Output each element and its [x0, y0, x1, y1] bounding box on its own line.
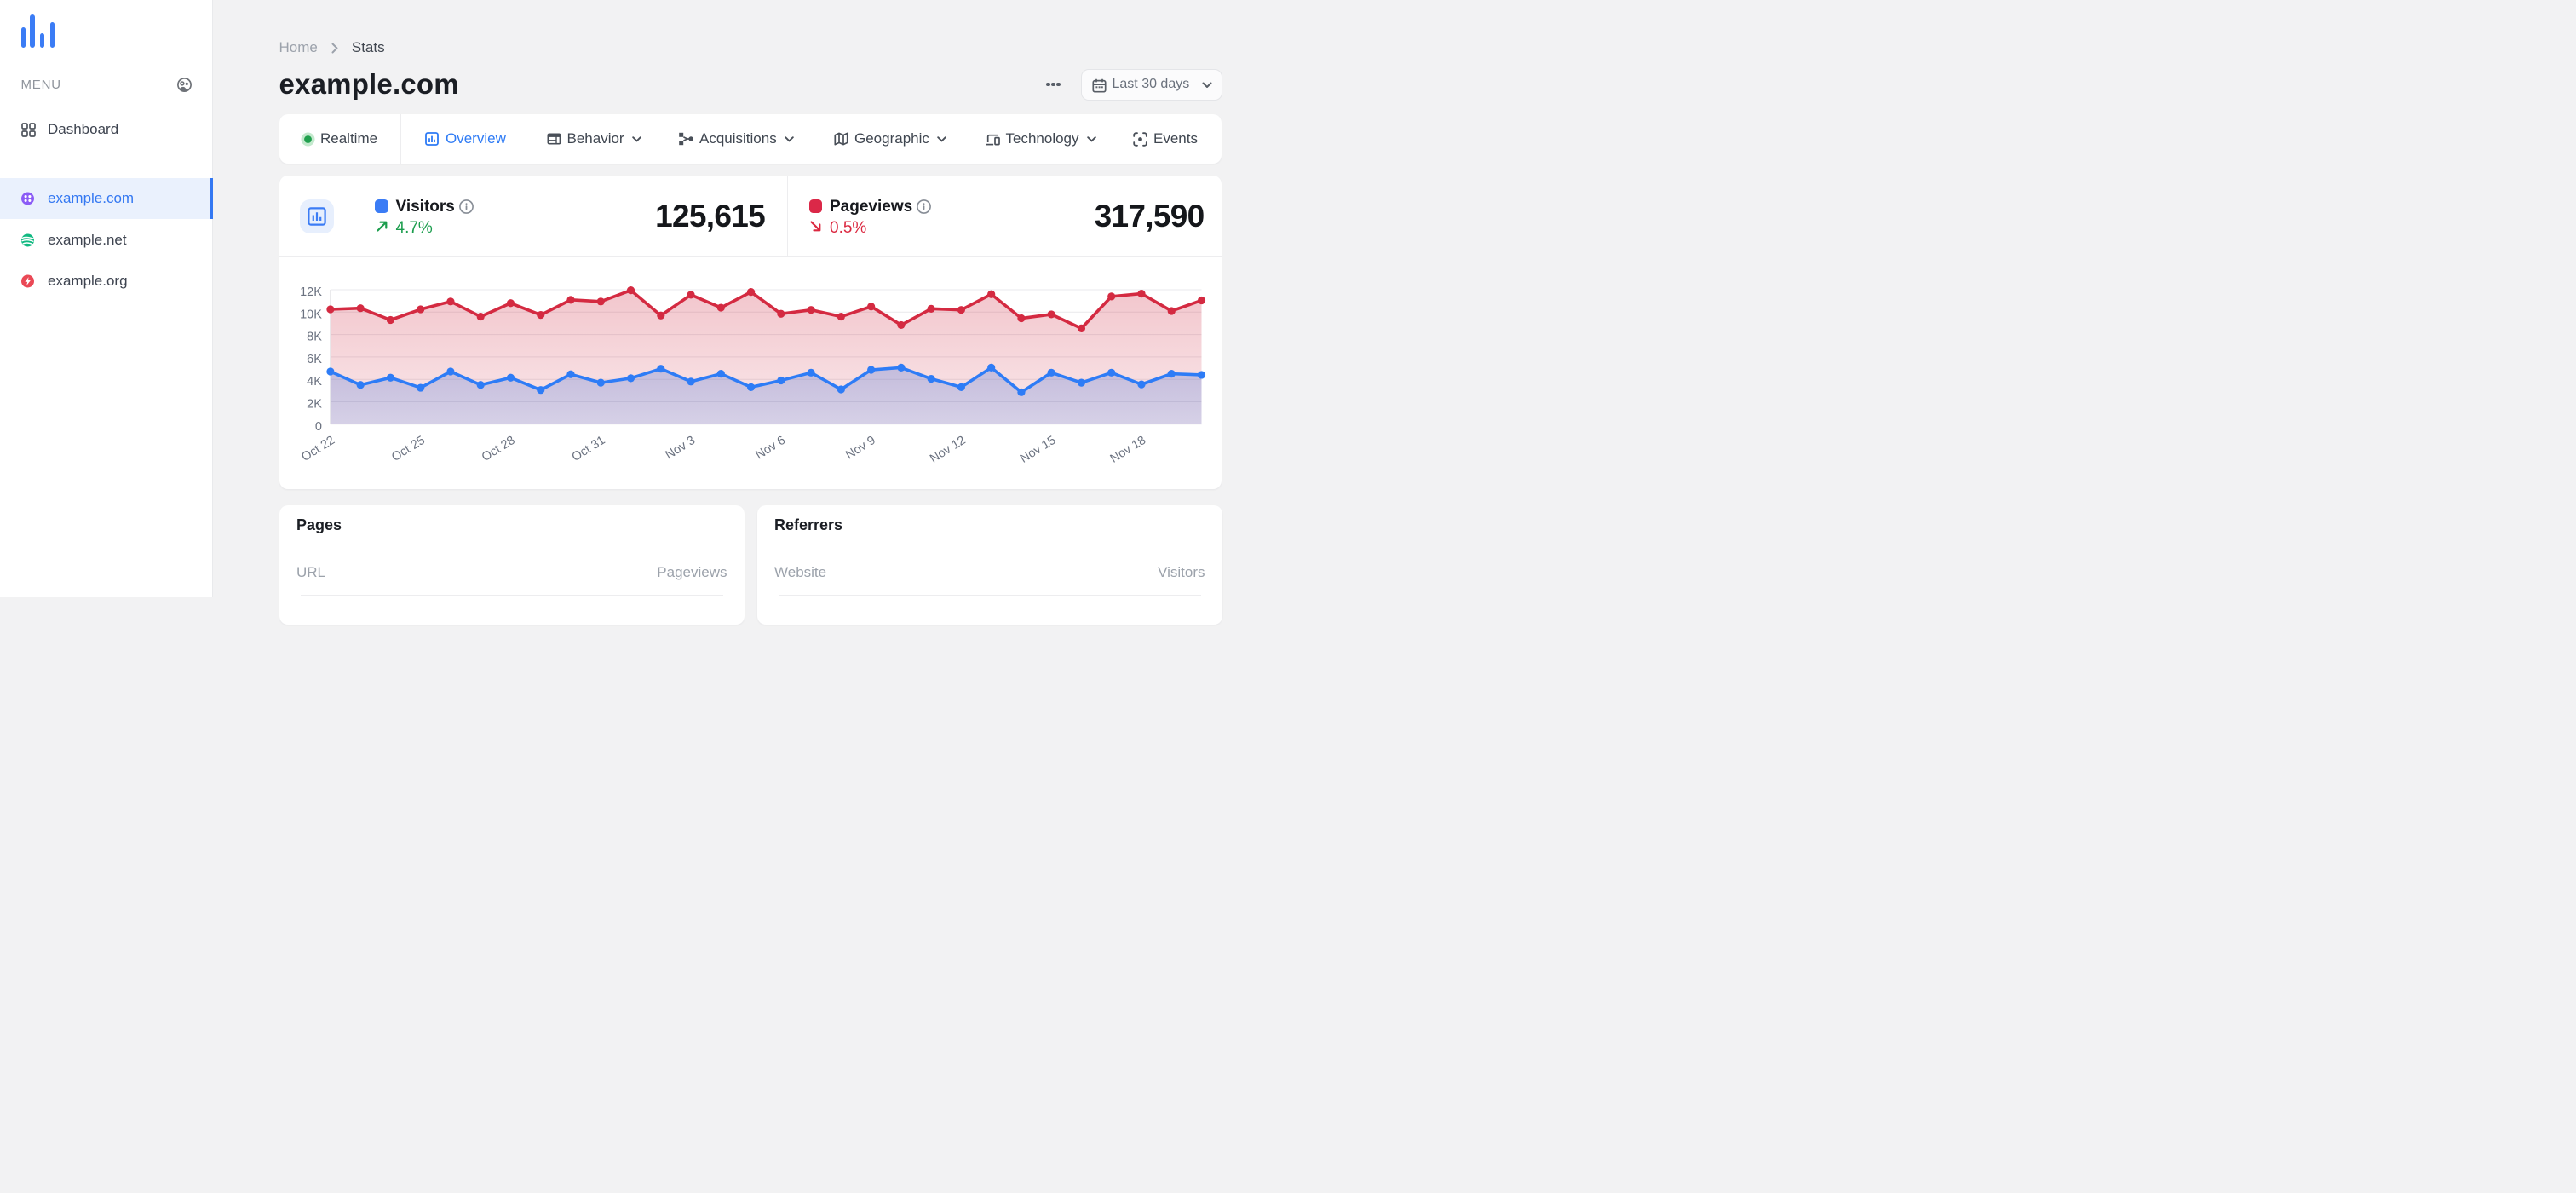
svg-text:Oct 31: Oct 31 — [569, 434, 607, 464]
svg-text:12K: 12K — [300, 285, 322, 299]
svg-text:Nov 15: Nov 15 — [1017, 434, 1057, 466]
svg-text:6K: 6K — [307, 353, 322, 366]
svg-text:0: 0 — [314, 420, 321, 434]
svg-text:4K: 4K — [307, 375, 322, 389]
svg-text:Nov 12: Nov 12 — [928, 434, 968, 466]
svg-text:10K: 10K — [300, 308, 322, 321]
svg-text:Nov 9: Nov 9 — [843, 434, 878, 463]
svg-text:Nov 18: Nov 18 — [1107, 434, 1147, 466]
svg-text:Oct 22: Oct 22 — [299, 434, 337, 464]
svg-text:Nov 6: Nov 6 — [753, 434, 788, 463]
svg-text:Nov 3: Nov 3 — [663, 434, 698, 463]
svg-text:2K: 2K — [307, 398, 322, 412]
svg-text:8K: 8K — [307, 331, 322, 344]
svg-text:Oct 28: Oct 28 — [479, 434, 517, 464]
svg-text:Oct 25: Oct 25 — [389, 434, 428, 464]
